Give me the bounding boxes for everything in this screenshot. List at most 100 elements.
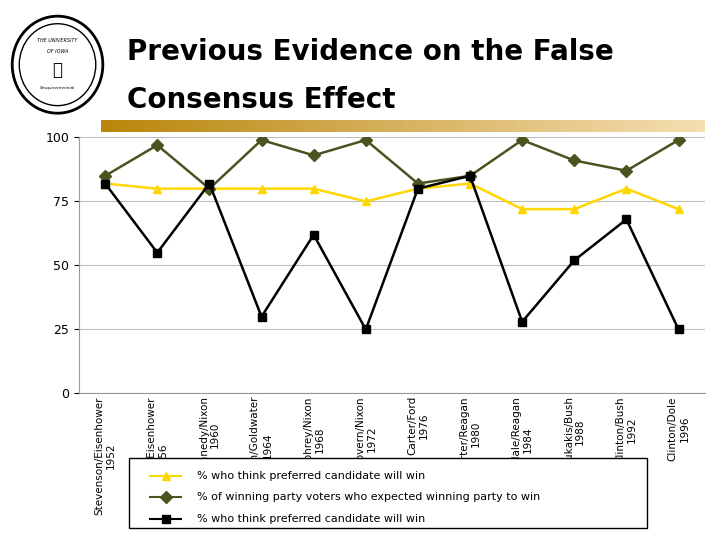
- Bar: [541, 120, 548, 132]
- Bar: [312, 120, 318, 132]
- Bar: [131, 120, 137, 132]
- Bar: [415, 120, 421, 132]
- Bar: [699, 120, 705, 132]
- Circle shape: [19, 24, 96, 106]
- Bar: [167, 120, 173, 132]
- Bar: [372, 120, 378, 132]
- Bar: [342, 120, 348, 132]
- Bar: [518, 120, 523, 132]
- Bar: [179, 120, 186, 132]
- Bar: [632, 120, 638, 132]
- Text: OF IOWA: OF IOWA: [47, 49, 68, 54]
- FancyBboxPatch shape: [129, 458, 647, 528]
- Bar: [203, 120, 209, 132]
- Bar: [234, 120, 239, 132]
- Bar: [439, 120, 445, 132]
- Text: THE UNIVERSITY: THE UNIVERSITY: [37, 38, 78, 44]
- Bar: [216, 120, 221, 132]
- Bar: [638, 120, 644, 132]
- Bar: [209, 120, 216, 132]
- Bar: [674, 120, 680, 132]
- Bar: [306, 120, 312, 132]
- Bar: [680, 120, 687, 132]
- Bar: [493, 120, 499, 132]
- Bar: [602, 120, 608, 132]
- Bar: [264, 120, 270, 132]
- Bar: [318, 120, 324, 132]
- Bar: [433, 120, 439, 132]
- Text: Sesquicentennial: Sesquicentennial: [40, 86, 75, 91]
- Bar: [511, 120, 518, 132]
- Bar: [596, 120, 602, 132]
- Bar: [125, 120, 131, 132]
- Bar: [584, 120, 590, 132]
- Bar: [548, 120, 554, 132]
- Bar: [566, 120, 572, 132]
- Bar: [427, 120, 433, 132]
- Bar: [101, 120, 106, 132]
- Text: % who think preferred candidate will win: % who think preferred candidate will win: [197, 471, 425, 481]
- Text: % of winning party voters who expected winning party to win: % of winning party voters who expected w…: [197, 492, 540, 502]
- Bar: [155, 120, 161, 132]
- Bar: [221, 120, 227, 132]
- Bar: [397, 120, 403, 132]
- Bar: [385, 120, 390, 132]
- Bar: [451, 120, 457, 132]
- Text: 🏛: 🏛: [52, 61, 63, 79]
- Bar: [487, 120, 493, 132]
- Bar: [626, 120, 632, 132]
- Bar: [408, 120, 415, 132]
- Bar: [149, 120, 155, 132]
- Bar: [669, 120, 674, 132]
- Bar: [475, 120, 481, 132]
- Bar: [270, 120, 276, 132]
- Bar: [294, 120, 300, 132]
- Bar: [687, 120, 692, 132]
- Bar: [336, 120, 342, 132]
- Bar: [650, 120, 656, 132]
- Bar: [106, 120, 113, 132]
- Bar: [578, 120, 584, 132]
- Bar: [360, 120, 367, 132]
- Circle shape: [12, 16, 103, 113]
- Bar: [252, 120, 257, 132]
- Bar: [614, 120, 620, 132]
- Bar: [390, 120, 397, 132]
- Bar: [559, 120, 566, 132]
- Bar: [378, 120, 385, 132]
- Bar: [257, 120, 264, 132]
- Bar: [403, 120, 408, 132]
- Bar: [119, 120, 125, 132]
- Bar: [143, 120, 149, 132]
- Bar: [367, 120, 372, 132]
- Bar: [529, 120, 536, 132]
- Text: Previous Evidence on the False: Previous Evidence on the False: [127, 38, 613, 66]
- Bar: [300, 120, 306, 132]
- Bar: [276, 120, 282, 132]
- Bar: [457, 120, 463, 132]
- Bar: [523, 120, 529, 132]
- Bar: [644, 120, 650, 132]
- Text: Consensus Effect: Consensus Effect: [127, 86, 395, 114]
- Bar: [499, 120, 505, 132]
- Bar: [246, 120, 252, 132]
- Bar: [113, 120, 119, 132]
- Bar: [191, 120, 197, 132]
- Bar: [173, 120, 179, 132]
- Bar: [469, 120, 475, 132]
- Bar: [590, 120, 596, 132]
- Bar: [186, 120, 191, 132]
- Bar: [554, 120, 559, 132]
- Bar: [239, 120, 246, 132]
- Bar: [348, 120, 354, 132]
- Bar: [137, 120, 143, 132]
- Bar: [463, 120, 469, 132]
- Bar: [282, 120, 288, 132]
- Bar: [656, 120, 662, 132]
- Bar: [505, 120, 511, 132]
- Bar: [197, 120, 203, 132]
- Bar: [692, 120, 699, 132]
- Bar: [288, 120, 294, 132]
- Bar: [572, 120, 578, 132]
- Bar: [620, 120, 626, 132]
